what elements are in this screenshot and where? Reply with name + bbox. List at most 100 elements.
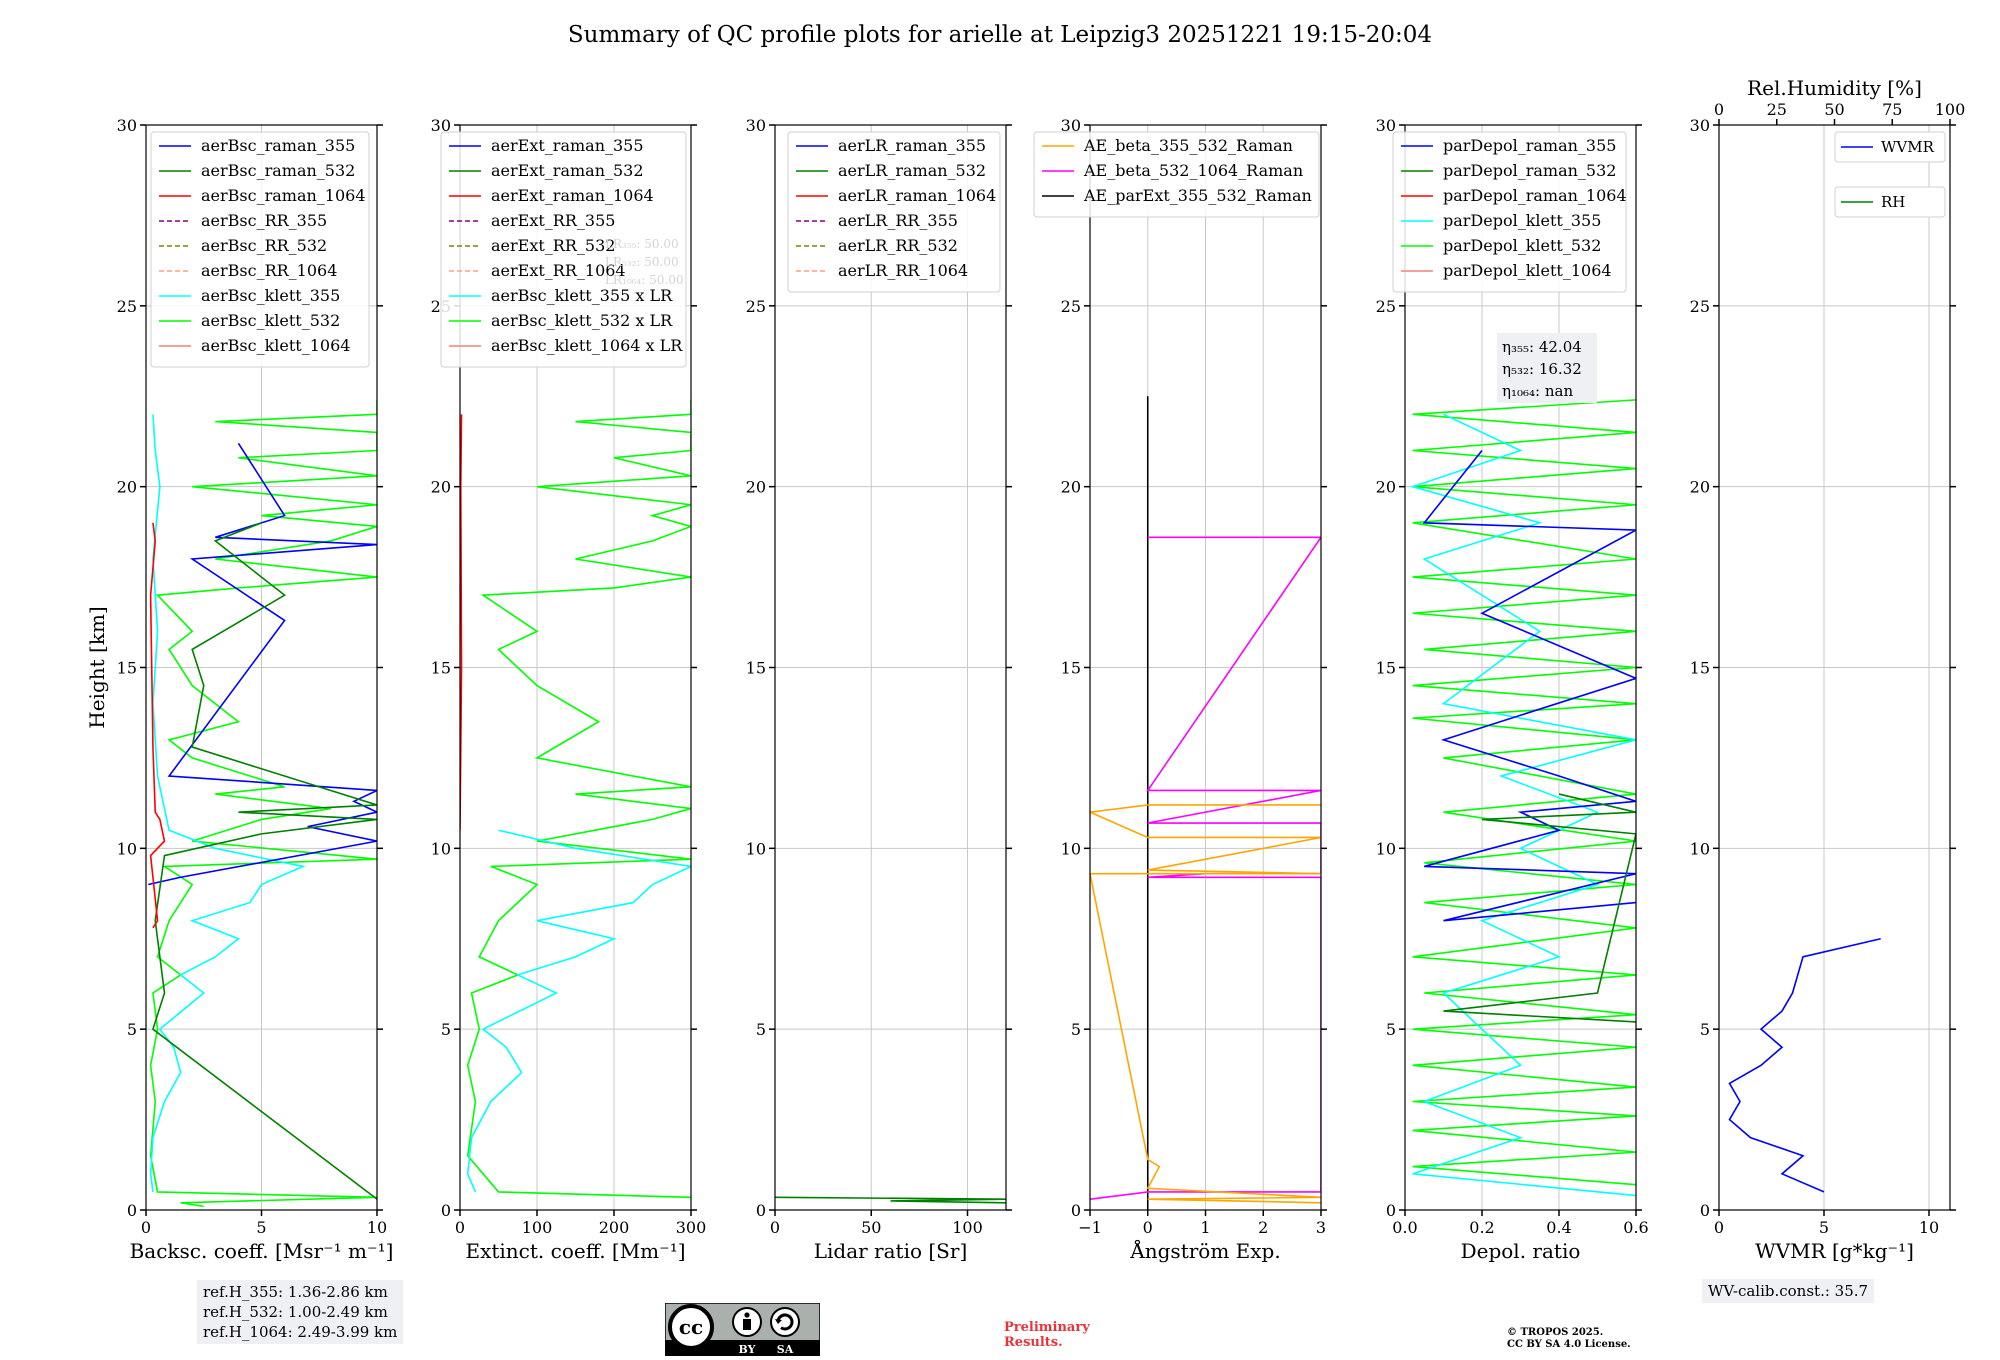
series-line [1422, 450, 1636, 922]
x-tick-label: 0.0 [1392, 1218, 1417, 1237]
panel-bsc: 0 5 10 15 20 25 30 0 5 10 Backsc. coeff. [Msr⁻¹ m⁻… [85, 116, 393, 1263]
x-tick-label: 0 [141, 1218, 151, 1237]
y-tick-label: 20 [431, 478, 451, 497]
top-x-axis-label: Rel.Humidity [%] [1747, 76, 1922, 100]
x-axis-label: Lidar ratio [Sr] [814, 1239, 968, 1263]
legend-label: aerBsc_raman_355 [201, 136, 355, 155]
eta-annotation: η₁₀₆₄: nan [1502, 382, 1573, 400]
y-tick-label: 0 [127, 1201, 137, 1220]
legend-label: aerBsc_klett_355 x LR [491, 286, 673, 305]
top-x-tick-label: 50 [1824, 100, 1844, 119]
y-tick-label: 25 [117, 297, 137, 316]
legend-label: aerExt_raman_355 [491, 136, 644, 155]
legend-label: aerExt_raman_1064 [491, 186, 654, 205]
series-line [1090, 536, 1321, 1200]
copyright-line-2: CC BY SA 4.0 License. [1507, 1339, 1631, 1350]
x-tick-label: 0.2 [1469, 1218, 1494, 1237]
y-tick-label: 0 [441, 1201, 451, 1220]
legend-label: RH [1881, 193, 1905, 211]
x-tick-label: 50 [861, 1218, 881, 1237]
y-tick-label: 5 [1071, 1020, 1081, 1039]
y-tick-label: 15 [1376, 659, 1396, 678]
legend-box [1834, 186, 1946, 218]
wv-calib-note: WV-calib.const.: 35.7 [1702, 1279, 1875, 1303]
x-tick-label: 5 [1819, 1218, 1829, 1237]
x-tick-label: 0 [1714, 1218, 1724, 1237]
y-tick-label: 30 [1376, 116, 1396, 135]
y-tick-label: 5 [756, 1020, 766, 1039]
ref-height-532: ref.H_532: 1.00-2.49 km [203, 1303, 388, 1321]
legend-label: aerExt_RR_1064 [491, 261, 626, 280]
legend-label: AE_parExt_355_532_Raman [1083, 186, 1312, 205]
svg-text:cc: cc [679, 1315, 703, 1339]
y-tick-label: 15 [431, 659, 451, 678]
legend-label: aerLR_raman_1064 [838, 186, 996, 205]
legend-label: aerBsc_klett_532 [201, 311, 340, 330]
top-x-tick-label: 100 [1935, 100, 1966, 119]
y-tick-label: 10 [1690, 839, 1710, 858]
legend-label: aerExt_RR_532 [491, 236, 615, 255]
top-x-tick-label: 25 [1767, 100, 1787, 119]
preliminary-line-1: Preliminary [1004, 1320, 1090, 1335]
legend-label: parDepol_klett_1064 [1443, 261, 1612, 280]
x-tick-label: 5 [256, 1218, 266, 1237]
series-line [466, 829, 691, 1193]
panel-ext: 0510152025300100200300Extinct. coeff. [M… [431, 116, 707, 1263]
x-tick-label: 300 [676, 1218, 707, 1237]
y-tick-label: 10 [431, 839, 451, 858]
y-tick-label: 25 [1690, 297, 1710, 316]
x-tick-label: 10 [367, 1218, 387, 1237]
legend-label: WVMR [1881, 138, 1935, 156]
x-tick-label: 200 [599, 1218, 630, 1237]
legend-label: aerLR_raman_355 [838, 136, 986, 155]
legend-label: aerBsc_klett_1064 x LR [491, 336, 683, 355]
y-tick-label: 0 [1071, 1201, 1081, 1220]
legend-box [150, 131, 370, 368]
y-tick-label: 5 [1386, 1020, 1396, 1039]
legend-box [440, 131, 687, 368]
legend-label: parDepol_klett_532 [1443, 236, 1601, 255]
legend-label: aerExt_RR_355 [491, 211, 615, 230]
cc-by-label: BY [739, 1343, 756, 1356]
y-tick-label: 5 [1700, 1020, 1710, 1039]
legend-label: aerLR_RR_1064 [838, 261, 968, 280]
y-tick-label: 10 [746, 839, 766, 858]
eta-box [1497, 333, 1597, 403]
x-tick-label: 3 [1316, 1218, 1326, 1237]
y-tick-label: 30 [746, 116, 766, 135]
y-tick-label: 30 [1061, 116, 1081, 135]
panel-depol: 0 5 10 15 20 25 30 0.0 0.2 0.4 0.6 Depol. ratio parD… [1376, 116, 1649, 1263]
series-line [149, 522, 166, 929]
x-axis-label: Depol. ratio [1461, 1239, 1581, 1263]
x-tick-label: 0.4 [1546, 1218, 1571, 1237]
y-tick-label: 0 [1700, 1201, 1710, 1220]
y-tick-label: 5 [441, 1020, 451, 1039]
legend-label: parDepol_raman_355 [1443, 136, 1616, 155]
x-tick-label: 0 [455, 1218, 465, 1237]
y-tick-label: 20 [746, 478, 766, 497]
series-line [149, 399, 377, 1208]
y-tick-label: 25 [746, 297, 766, 316]
x-tick-label: 1 [1200, 1218, 1210, 1237]
lidar-ratio-annotation: LR₁₀₆₄: 50.00 [605, 273, 683, 287]
legend-label: aerBsc_klett_355 [201, 286, 340, 305]
copyright-note: © TROPOS 2025. CC BY SA 4.0 License. [1507, 1327, 1631, 1351]
y-tick-label: 20 [1061, 478, 1081, 497]
legend-label: aerBsc_RR_532 [201, 236, 327, 255]
preliminary-note: Preliminary Results. [1004, 1320, 1090, 1350]
lidar-ratio-annotation: LR₅₃₂: 50.00 [605, 255, 679, 269]
series-line [148, 442, 377, 886]
panel-lr: 0 5 10 15 20 25 30 0 50 100 Lidar ratio [Sr] aerLR_… [746, 116, 1012, 1263]
y-tick-label: 0 [756, 1201, 766, 1220]
x-tick-label: 0 [770, 1218, 780, 1237]
y-tick-label: 30 [431, 116, 451, 135]
preliminary-line-2: Results. [1004, 1335, 1063, 1350]
cc-by-sa-icon: cc BY SA [665, 1303, 820, 1356]
series-line [466, 399, 691, 1199]
x-axis-label: WVMR [g*kg⁻¹] [1755, 1239, 1914, 1263]
series-line [1728, 937, 1881, 1193]
x-tick-label: 10 [1919, 1218, 1939, 1237]
series-line [1443, 793, 1636, 1023]
